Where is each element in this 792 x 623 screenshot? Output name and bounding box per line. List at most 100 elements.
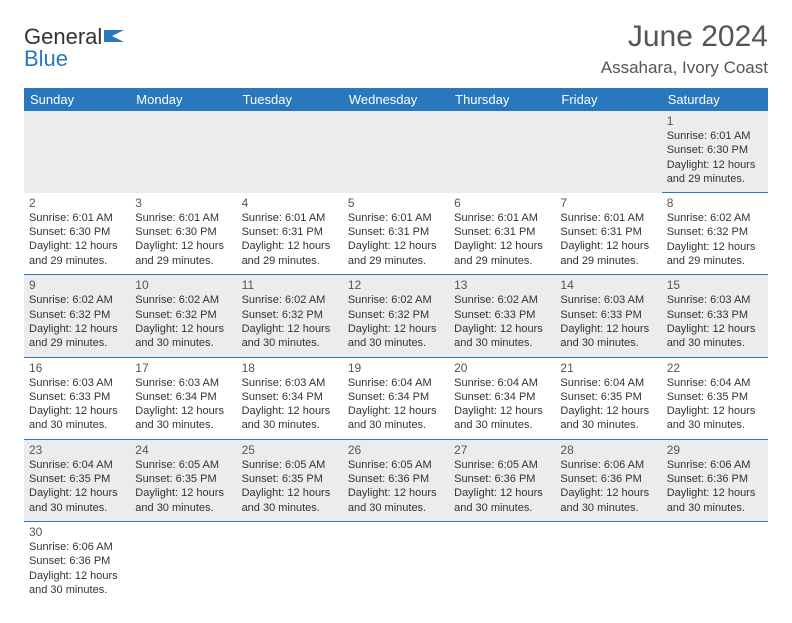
day-details: Sunrise: 6:04 AMSunset: 6:35 PMDaylight:… xyxy=(560,376,656,433)
calendar-cell: 4Sunrise: 6:01 AMSunset: 6:31 PMDaylight… xyxy=(237,193,343,275)
day-details: Sunrise: 6:02 AMSunset: 6:32 PMDaylight:… xyxy=(667,211,763,268)
day-details: Sunrise: 6:02 AMSunset: 6:32 PMDaylight:… xyxy=(348,293,444,350)
calendar-cell xyxy=(237,521,343,603)
weekday-header-row: SundayMondayTuesdayWednesdayThursdayFrid… xyxy=(24,88,768,111)
calendar-cell xyxy=(555,521,661,603)
day-details: Sunrise: 6:06 AMSunset: 6:36 PMDaylight:… xyxy=(560,458,656,515)
calendar-cell: 26Sunrise: 6:05 AMSunset: 6:36 PMDayligh… xyxy=(343,439,449,521)
header: GeneralBlue June 2024 Assahara, Ivory Co… xyxy=(24,20,768,78)
title-block: June 2024 Assahara, Ivory Coast xyxy=(601,20,768,78)
calendar-cell: 2Sunrise: 6:01 AMSunset: 6:30 PMDaylight… xyxy=(24,193,130,275)
day-details: Sunrise: 6:01 AMSunset: 6:31 PMDaylight:… xyxy=(560,211,656,268)
calendar-cell: 19Sunrise: 6:04 AMSunset: 6:34 PMDayligh… xyxy=(343,357,449,439)
day-number: 1 xyxy=(667,114,763,128)
calendar-cell: 17Sunrise: 6:03 AMSunset: 6:34 PMDayligh… xyxy=(130,357,236,439)
day-number: 12 xyxy=(348,278,444,292)
day-details: Sunrise: 6:01 AMSunset: 6:30 PMDaylight:… xyxy=(29,211,125,268)
day-details: Sunrise: 6:02 AMSunset: 6:32 PMDaylight:… xyxy=(29,293,125,350)
calendar-table: SundayMondayTuesdayWednesdayThursdayFrid… xyxy=(24,88,768,603)
calendar-cell: 15Sunrise: 6:03 AMSunset: 6:33 PMDayligh… xyxy=(662,275,768,357)
day-number: 25 xyxy=(242,443,338,457)
calendar-row: 23Sunrise: 6:04 AMSunset: 6:35 PMDayligh… xyxy=(24,439,768,521)
calendar-cell xyxy=(343,521,449,603)
calendar-row: 1Sunrise: 6:01 AMSunset: 6:30 PMDaylight… xyxy=(24,111,768,193)
day-number: 4 xyxy=(242,196,338,210)
day-number: 7 xyxy=(560,196,656,210)
day-number: 22 xyxy=(667,361,763,375)
calendar-cell xyxy=(449,111,555,193)
calendar-cell xyxy=(555,111,661,193)
day-details: Sunrise: 6:03 AMSunset: 6:33 PMDaylight:… xyxy=(560,293,656,350)
day-details: Sunrise: 6:01 AMSunset: 6:31 PMDaylight:… xyxy=(348,211,444,268)
calendar-cell: 23Sunrise: 6:04 AMSunset: 6:35 PMDayligh… xyxy=(24,439,130,521)
day-number: 30 xyxy=(29,525,125,539)
day-details: Sunrise: 6:02 AMSunset: 6:32 PMDaylight:… xyxy=(135,293,231,350)
calendar-cell: 6Sunrise: 6:01 AMSunset: 6:31 PMDaylight… xyxy=(449,193,555,275)
weekday-header: Tuesday xyxy=(237,88,343,111)
calendar-cell: 3Sunrise: 6:01 AMSunset: 6:30 PMDaylight… xyxy=(130,193,236,275)
day-details: Sunrise: 6:04 AMSunset: 6:34 PMDaylight:… xyxy=(348,376,444,433)
day-number: 26 xyxy=(348,443,444,457)
logo-text: GeneralBlue xyxy=(24,26,126,70)
calendar-cell: 16Sunrise: 6:03 AMSunset: 6:33 PMDayligh… xyxy=(24,357,130,439)
day-details: Sunrise: 6:03 AMSunset: 6:34 PMDaylight:… xyxy=(242,376,338,433)
day-number: 17 xyxy=(135,361,231,375)
calendar-cell: 21Sunrise: 6:04 AMSunset: 6:35 PMDayligh… xyxy=(555,357,661,439)
day-number: 28 xyxy=(560,443,656,457)
calendar-row: 2Sunrise: 6:01 AMSunset: 6:30 PMDaylight… xyxy=(24,193,768,275)
day-details: Sunrise: 6:06 AMSunset: 6:36 PMDaylight:… xyxy=(29,540,125,597)
calendar-row: 30Sunrise: 6:06 AMSunset: 6:36 PMDayligh… xyxy=(24,521,768,603)
day-number: 2 xyxy=(29,196,125,210)
calendar-row: 16Sunrise: 6:03 AMSunset: 6:33 PMDayligh… xyxy=(24,357,768,439)
day-details: Sunrise: 6:01 AMSunset: 6:31 PMDaylight:… xyxy=(454,211,550,268)
day-number: 6 xyxy=(454,196,550,210)
calendar-cell: 14Sunrise: 6:03 AMSunset: 6:33 PMDayligh… xyxy=(555,275,661,357)
day-number: 24 xyxy=(135,443,231,457)
weekday-header: Saturday xyxy=(662,88,768,111)
weekday-header: Wednesday xyxy=(343,88,449,111)
calendar-cell: 12Sunrise: 6:02 AMSunset: 6:32 PMDayligh… xyxy=(343,275,449,357)
day-details: Sunrise: 6:01 AMSunset: 6:31 PMDaylight:… xyxy=(242,211,338,268)
calendar-cell: 20Sunrise: 6:04 AMSunset: 6:34 PMDayligh… xyxy=(449,357,555,439)
calendar-body: 1Sunrise: 6:01 AMSunset: 6:30 PMDaylight… xyxy=(24,111,768,603)
day-details: Sunrise: 6:04 AMSunset: 6:35 PMDaylight:… xyxy=(29,458,125,515)
calendar-cell: 22Sunrise: 6:04 AMSunset: 6:35 PMDayligh… xyxy=(662,357,768,439)
day-details: Sunrise: 6:04 AMSunset: 6:34 PMDaylight:… xyxy=(454,376,550,433)
calendar-cell xyxy=(24,111,130,193)
calendar-row: 9Sunrise: 6:02 AMSunset: 6:32 PMDaylight… xyxy=(24,275,768,357)
calendar-cell: 9Sunrise: 6:02 AMSunset: 6:32 PMDaylight… xyxy=(24,275,130,357)
calendar-cell: 7Sunrise: 6:01 AMSunset: 6:31 PMDaylight… xyxy=(555,193,661,275)
day-number: 14 xyxy=(560,278,656,292)
calendar-cell: 30Sunrise: 6:06 AMSunset: 6:36 PMDayligh… xyxy=(24,521,130,603)
calendar-cell: 24Sunrise: 6:05 AMSunset: 6:35 PMDayligh… xyxy=(130,439,236,521)
day-details: Sunrise: 6:06 AMSunset: 6:36 PMDaylight:… xyxy=(667,458,763,515)
calendar-cell xyxy=(237,111,343,193)
day-number: 20 xyxy=(454,361,550,375)
day-number: 19 xyxy=(348,361,444,375)
weekday-header: Thursday xyxy=(449,88,555,111)
calendar-cell xyxy=(449,521,555,603)
calendar-cell: 10Sunrise: 6:02 AMSunset: 6:32 PMDayligh… xyxy=(130,275,236,357)
day-number: 16 xyxy=(29,361,125,375)
day-number: 11 xyxy=(242,278,338,292)
day-details: Sunrise: 6:02 AMSunset: 6:33 PMDaylight:… xyxy=(454,293,550,350)
day-number: 10 xyxy=(135,278,231,292)
day-details: Sunrise: 6:01 AMSunset: 6:30 PMDaylight:… xyxy=(667,129,763,186)
day-details: Sunrise: 6:03 AMSunset: 6:34 PMDaylight:… xyxy=(135,376,231,433)
day-number: 9 xyxy=(29,278,125,292)
calendar-cell: 25Sunrise: 6:05 AMSunset: 6:35 PMDayligh… xyxy=(237,439,343,521)
day-details: Sunrise: 6:03 AMSunset: 6:33 PMDaylight:… xyxy=(29,376,125,433)
weekday-header: Monday xyxy=(130,88,236,111)
day-number: 21 xyxy=(560,361,656,375)
calendar-page: GeneralBlue June 2024 Assahara, Ivory Co… xyxy=(0,0,792,623)
day-number: 27 xyxy=(454,443,550,457)
location: Assahara, Ivory Coast xyxy=(601,58,768,78)
calendar-cell: 29Sunrise: 6:06 AMSunset: 6:36 PMDayligh… xyxy=(662,439,768,521)
day-details: Sunrise: 6:04 AMSunset: 6:35 PMDaylight:… xyxy=(667,376,763,433)
weekday-header: Friday xyxy=(555,88,661,111)
calendar-cell: 18Sunrise: 6:03 AMSunset: 6:34 PMDayligh… xyxy=(237,357,343,439)
day-number: 15 xyxy=(667,278,763,292)
day-number: 8 xyxy=(667,196,763,210)
day-number: 18 xyxy=(242,361,338,375)
calendar-cell xyxy=(662,521,768,603)
